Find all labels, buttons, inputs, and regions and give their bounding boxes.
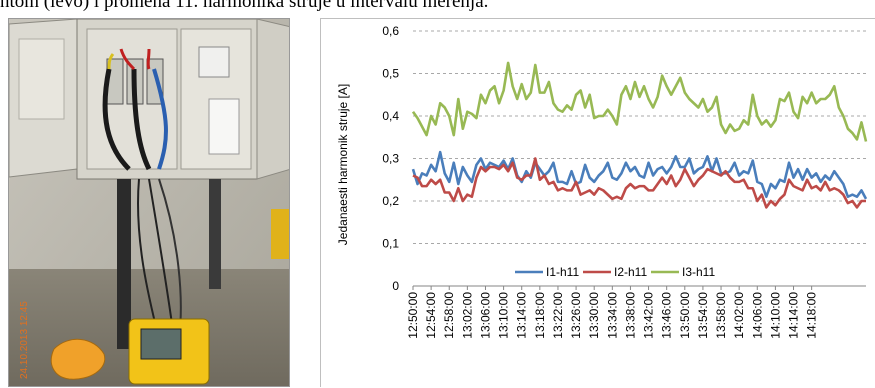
series-line-i3-h11 xyxy=(411,61,868,142)
x-tick-label: 13:26:00 xyxy=(569,292,583,339)
x-tick-label: 14:02:00 xyxy=(732,292,746,339)
x-tick-label: 12:58:00 xyxy=(442,292,456,339)
x-tick-label: 13:06:00 xyxy=(478,292,492,339)
harmonic-chart: 0 0,1 0,2 0,3 0,4 0,5 0,6 12:50:00 12:54:00 12:5… xyxy=(320,18,875,387)
y-tick-labels: 0 0,1 0,2 0,3 0,4 0,5 0,6 xyxy=(382,24,399,293)
x-tick-label: 12:50:00 xyxy=(406,292,420,339)
x-tick-label: 13:30:00 xyxy=(587,292,601,339)
x-tick-label: 13:10:00 xyxy=(497,292,511,339)
legend-label: I2-h11 xyxy=(614,265,647,279)
y-tick-label: 0,2 xyxy=(382,194,399,208)
series-line-i1-h11 xyxy=(411,150,868,200)
caption-text: ntom (levo) i promena 11. harmonika stru… xyxy=(0,0,489,12)
electrical-cabinet-photo: 24.10.2013 12:45 xyxy=(8,18,290,387)
x-tick-label: 14:10:00 xyxy=(768,292,782,339)
x-tick-label: 12:54:00 xyxy=(424,292,438,339)
x-tick-label: 13:18:00 xyxy=(533,292,547,339)
x-tick-label: 13:50:00 xyxy=(678,292,692,339)
x-tick-label: 14:14:00 xyxy=(787,292,801,339)
x-tick-label: 13:22:00 xyxy=(551,292,565,339)
x-tick-label: 13:54:00 xyxy=(696,292,710,339)
series-layer xyxy=(411,61,868,209)
x-tick-label: 13:42:00 xyxy=(642,292,656,339)
grid-layer xyxy=(413,30,866,287)
x-tick-label: 13:58:00 xyxy=(714,292,728,339)
x-tick-label: 14:18:00 xyxy=(805,292,819,339)
y-tick-label: 0,4 xyxy=(382,109,399,123)
y-axis-label: Jedanaesti harmonik struje [A] xyxy=(336,84,350,245)
legend-label: I1-h11 xyxy=(546,265,579,279)
y-tick-label: 0,3 xyxy=(382,152,399,166)
x-tick-labels: 12:50:00 12:54:00 12:58:00 13:02:00 13:06:00… xyxy=(406,286,819,339)
x-tick-label: 13:14:00 xyxy=(515,292,529,339)
series-line-i2-h11 xyxy=(412,157,866,209)
y-tick-label: 0,6 xyxy=(382,24,399,38)
legend-label: I3-h11 xyxy=(682,265,715,279)
x-tick-label: 14:06:00 xyxy=(750,292,764,339)
legend: I1-h11 I2-h11 I3-h11 xyxy=(511,262,715,284)
x-tick-label: 13:46:00 xyxy=(660,292,674,339)
x-tick-label: 13:02:00 xyxy=(460,292,474,339)
x-tick-label: 13:38:00 xyxy=(623,292,637,339)
chart-svg: 00,10,20,30,40,50,6 12:50:00 12:54:00 12:5… xyxy=(336,24,868,339)
photo-illustration: 24.10.2013 12:45 xyxy=(9,19,289,386)
y-tick-label: 0,5 xyxy=(382,67,399,81)
y-tick-label: 0 xyxy=(392,279,399,293)
x-tick-label: 13:34:00 xyxy=(605,292,619,339)
photo-timestamp: 24.10.2013 12:45 xyxy=(19,301,30,379)
y-tick-label: 0,1 xyxy=(382,237,399,251)
